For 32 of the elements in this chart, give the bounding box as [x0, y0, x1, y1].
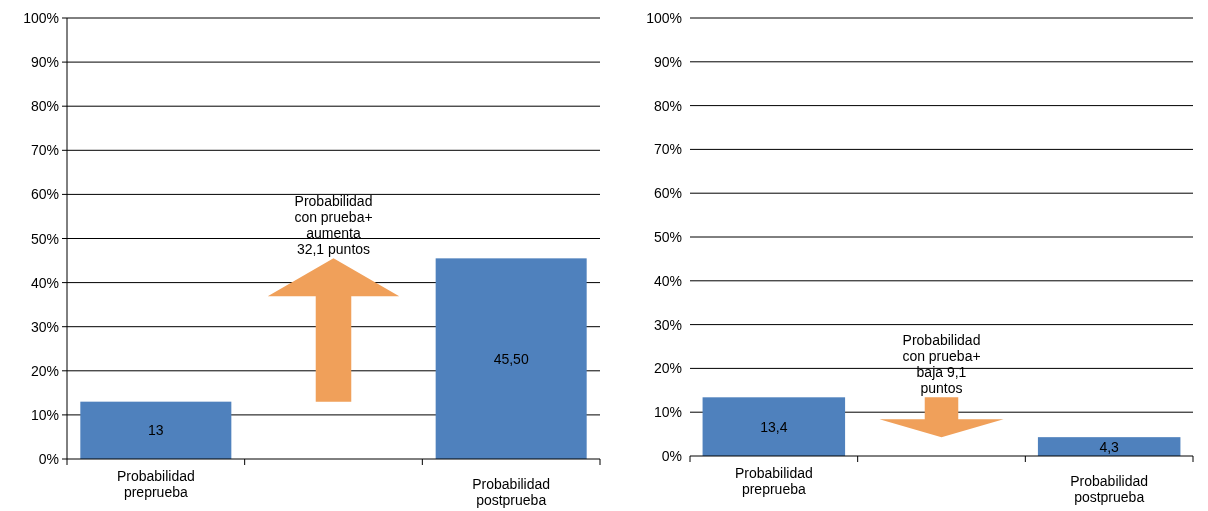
y-tick-label: 30%	[30, 318, 59, 335]
y-tick-label: 50%	[653, 229, 682, 245]
y-tick-label: 60%	[30, 186, 59, 203]
y-tick-label: 70%	[653, 141, 682, 158]
y-tick-label: 60%	[653, 185, 682, 202]
y-tick-label: 20%	[30, 362, 59, 379]
annotation: Probabilidad con prueba+ baja 9,1 puntos	[902, 332, 981, 397]
y-tick-label: 40%	[30, 274, 59, 291]
y-tick-label: 80%	[653, 97, 682, 114]
y-tick-label: 10%	[30, 406, 59, 423]
y-tick-label: 80%	[30, 98, 59, 115]
y-tick-label: 50%	[30, 230, 59, 247]
data-label: 45,50	[493, 350, 529, 367]
y-tick-label: 100%	[23, 10, 59, 26]
y-tick-label: 90%	[30, 54, 59, 71]
y-tick-label: 90%	[653, 53, 682, 70]
y-tick-label: 0%	[661, 448, 682, 464]
y-tick-label: 10%	[653, 404, 682, 421]
data-label: 13	[148, 422, 164, 439]
y-tick-label: 20%	[653, 360, 682, 377]
x-tick-label: Probabilidad postprueba	[1070, 473, 1149, 505]
y-tick-label: 100%	[646, 10, 682, 26]
x-tick-label: Probabilidad postprueba	[472, 476, 551, 508]
y-tick-label: 40%	[653, 272, 682, 289]
x-tick-label: Probabilidad preprueba	[734, 465, 813, 497]
data-label: 13,4	[760, 418, 788, 435]
x-tick-label: Probabilidad preprueba	[116, 468, 195, 500]
y-tick-label: 0%	[38, 451, 59, 467]
annotation: Probabilidad con prueba+ aumenta 32,1 puntos	[294, 193, 373, 258]
y-tick-label: 70%	[30, 142, 59, 159]
y-tick-label: 30%	[653, 316, 682, 333]
data-label: 4,3	[1099, 438, 1120, 455]
